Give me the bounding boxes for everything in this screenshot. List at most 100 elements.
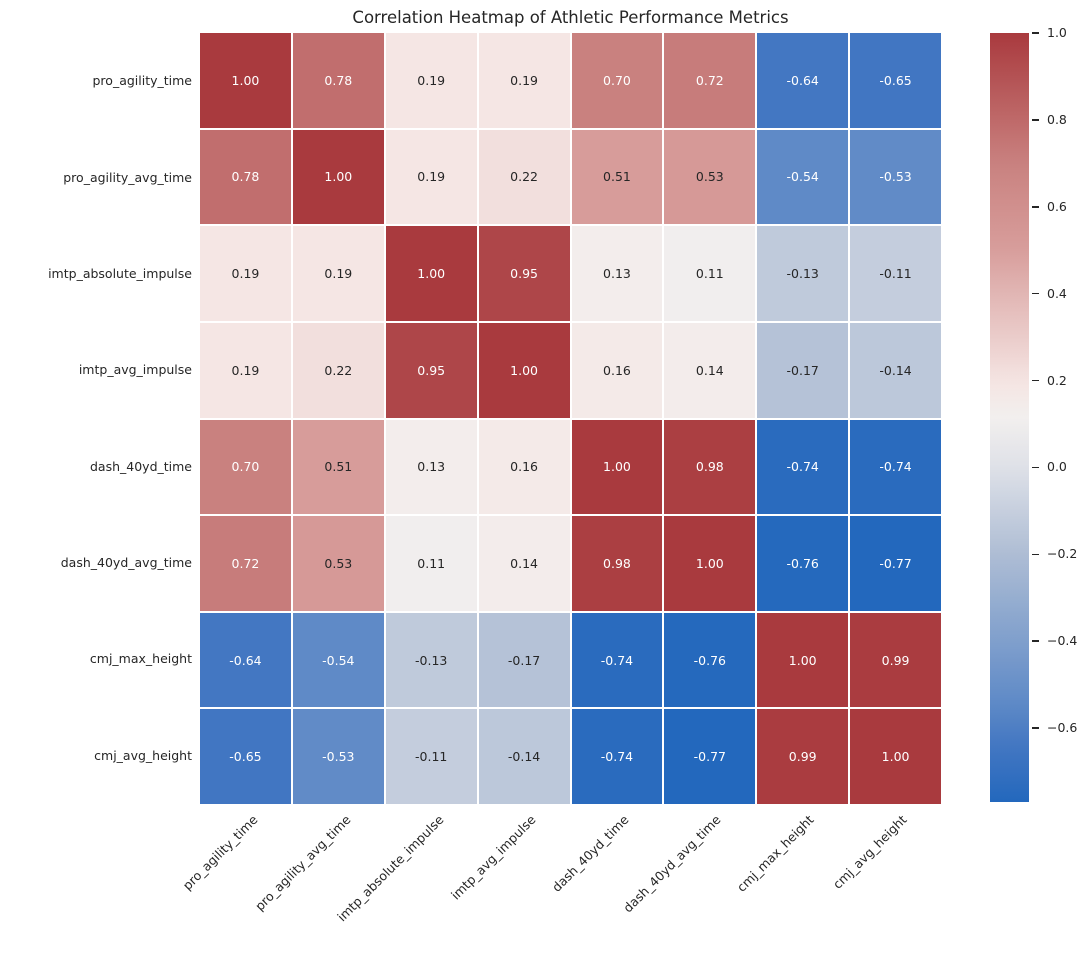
heatmap-cell: 0.16 [571,322,663,418]
x-tick-label: imtp_absolute_impulse [333,812,447,925]
heatmap-cell: -0.17 [757,322,849,418]
heatmap-cell: 0.70 [200,419,291,515]
colorbar-tick-label: 1.0 [1047,25,1067,40]
x-tick-label: pro_agility_time [179,812,261,893]
heatmap-cell: -0.74 [757,419,849,515]
y-tick-label: imtp_absolute_impulse [48,265,192,281]
heatmap-cell: -0.11 [850,226,941,321]
heatmap-cell: 0.19 [385,129,477,225]
x-tick-label: imtp_avg_impulse [448,812,539,903]
heatmap-cell: -0.13 [385,612,477,708]
heatmap-cell: -0.14 [478,709,570,804]
colorbar-tick [1032,119,1039,121]
x-tick-label: dash_40yd_time [548,812,632,895]
heatmap-cell: 0.78 [200,129,291,225]
colorbar-tick-label: −0.4 [1047,633,1078,649]
heatmap-cell: 1.00 [292,129,384,225]
heatmap-cell: -0.76 [757,516,849,611]
heatmap-cell: -0.64 [200,612,291,708]
colorbar-gradient [990,33,1029,802]
heatmap-cell: 0.51 [292,419,384,515]
y-tick-label: dash_40yd_avg_time [60,555,192,571]
colorbar: 1.0 0.8 0.6 0.4 0.2 0.0 −0.2 −0.4 −0.6 [990,25,1077,802]
heatmap-cell: 1.00 [850,709,941,804]
colorbar-tick [1032,379,1039,382]
heatmap-cell: 0.19 [200,322,291,418]
heatmap-cell: -0.17 [478,612,570,708]
x-tick-label: cmj_avg_height [829,812,910,892]
heatmap-cell: -0.54 [292,612,384,708]
heatmap-cell: -0.74 [850,419,941,515]
heatmap-cell: 0.19 [478,33,570,128]
y-tick-label: cmj_max_height [89,651,192,667]
chart-title: Correlation Heatmap of Athletic Performa… [352,8,789,27]
heatmap-cell: 0.16 [478,419,570,515]
heatmap-cell: -0.53 [292,709,384,804]
heatmap-cell: -0.74 [571,709,663,804]
y-tick-label: pro_agility_time [92,73,193,89]
heatmap-cell: 0.14 [664,322,756,418]
heatmap-cell: -0.74 [571,612,663,708]
colorbar-tick [1032,292,1039,295]
colorbar-tick-label: 0.4 [1047,285,1067,301]
heatmap-cell: 0.98 [664,419,756,515]
colorbar-tick-label: 0.0 [1047,459,1067,475]
colorbar-tick [1032,206,1039,208]
heatmap-grid: 1.00 0.78 0.19 0.19 0.70 0.72 -0.64 -0.65 0.78 1.… [200,33,941,804]
colorbar-tick [1032,466,1039,469]
heatmap-cell: -0.14 [850,322,941,418]
heatmap-cell: -0.54 [757,129,849,225]
heatmap-cell: -0.53 [850,129,941,225]
x-tick-label: pro_agility_avg_time [251,812,354,914]
heatmap-cell: 1.00 [385,226,477,321]
heatmap-cell: 0.19 [292,226,384,321]
colorbar-tick [1032,32,1039,34]
y-tick-label: imtp_avg_impulse [78,362,192,378]
colorbar-tick-label: 0.6 [1047,198,1067,214]
colorbar-tick [1032,727,1039,729]
colorbar-tick [1032,553,1039,556]
heatmap-cell: -0.77 [850,516,941,611]
heatmap-cell: 0.22 [292,322,384,418]
colorbar-tick-label: −0.2 [1047,546,1078,562]
heatmap-cell: 0.95 [478,226,570,321]
heatmap-cell: 1.00 [571,419,663,515]
heatmap-cell: 1.00 [664,516,756,611]
heatmap-cell: 1.00 [200,33,291,128]
heatmap-cell: 0.53 [292,516,384,611]
x-tick-label: cmj_max_height [733,812,817,895]
heatmap-cell: 0.72 [664,33,756,128]
x-tick-label: dash_40yd_avg_time [620,812,725,916]
heatmap-cell: 0.14 [478,516,570,611]
heatmap-cell: 0.11 [385,516,477,611]
heatmap-cell: 0.98 [571,516,663,611]
heatmap-cell: 0.99 [850,612,941,708]
y-tick-label: cmj_avg_height [94,747,192,763]
heatmap-cell: 0.13 [571,226,663,321]
heatmap-cell: 0.13 [385,419,477,515]
heatmap-cell: -0.76 [664,612,756,708]
colorbar-tick-label: 0.8 [1047,111,1067,127]
heatmap-cell: 0.53 [664,129,756,225]
heatmap-cell: 0.22 [478,129,570,225]
x-axis-tick-labels: pro_agility_time pro_agility_avg_time imtp… [180,812,941,962]
y-tick-label: pro_agility_avg_time [63,169,192,185]
heatmap-cell: 0.99 [757,709,849,804]
colorbar-tick [1032,640,1039,642]
heatmap-cell: -0.77 [664,709,756,804]
heatmap-cell: 0.95 [385,322,477,418]
colorbar-tick-label: −0.6 [1047,720,1078,736]
heatmap-cell: -0.64 [757,33,849,128]
heatmap-cell: 0.11 [664,226,756,321]
heatmap-cell: 1.00 [478,322,570,418]
heatmap-cell: 0.19 [200,226,291,321]
heatmap-cell: -0.65 [850,33,941,128]
heatmap-cell: -0.65 [200,709,291,804]
heatmap-cell: 1.00 [757,612,849,708]
y-tick-label: dash_40yd_time [89,458,192,474]
heatmap-cell: 0.51 [571,129,663,225]
heatmap-cell: 0.19 [385,33,477,128]
colorbar-tick-label: 0.2 [1047,372,1067,388]
